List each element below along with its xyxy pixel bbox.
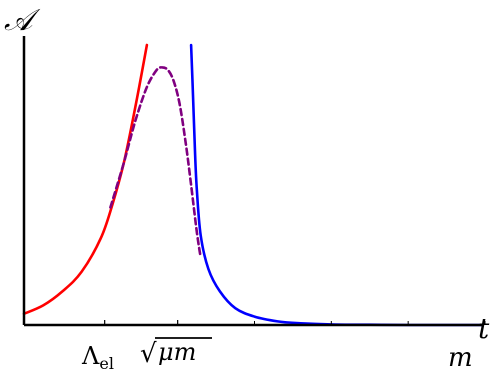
tick-label-sqrt: √ μm (140, 337, 212, 369)
tick-label-sqrt-sign: √ (140, 339, 157, 369)
x-axis-label: t (478, 312, 490, 345)
curves-group (22, 43, 483, 327)
x-ticks (104, 320, 486, 325)
x-tick-labels: Λel √ μm (81, 337, 212, 373)
series-2-line (189, 43, 483, 327)
series-1-line (109, 66, 202, 260)
x-bottom-label: m (448, 343, 473, 373)
tick-label-lambda-main: Λ (81, 342, 100, 370)
tick-label-sqrt-arg: μm (158, 338, 196, 366)
tick-label-lambda-sub: el (99, 354, 114, 373)
tick-label-lambda: Λel (81, 342, 114, 373)
y-axis-label: 𝒜 (4, 3, 41, 38)
series-0-line (22, 43, 149, 316)
